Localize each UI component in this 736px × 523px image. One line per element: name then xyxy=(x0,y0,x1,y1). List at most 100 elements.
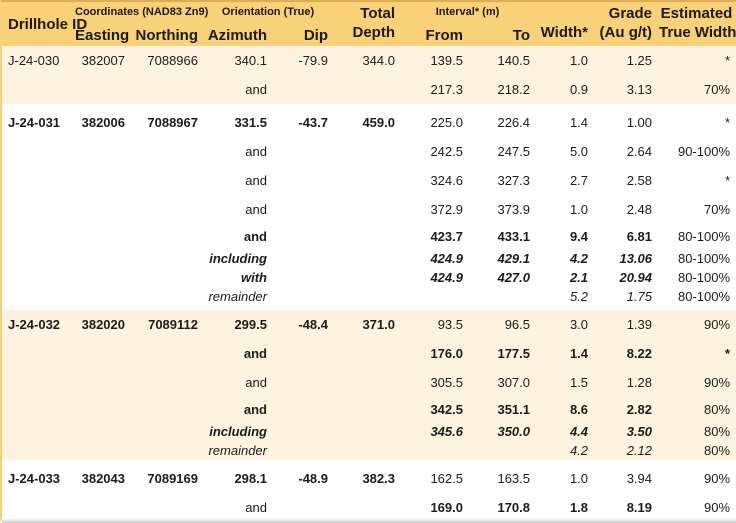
width-cell: 1.4 xyxy=(535,339,594,368)
northing-cell xyxy=(130,268,203,287)
group-spacer xyxy=(2,460,736,464)
total-depth-cell xyxy=(333,75,400,104)
grade-cell: 2.58 xyxy=(593,166,658,195)
from-cell xyxy=(400,441,468,460)
drillhole-id-cell: J-24-033 xyxy=(2,464,75,493)
width-cell: 1.8 xyxy=(535,493,594,522)
width-cell: 3.0 xyxy=(535,310,594,339)
true-width-cell: 80-100% xyxy=(657,249,736,268)
from-cell: 423.7 xyxy=(400,224,468,249)
table-row: and 169.0 170.8 1.8 8.19 90% xyxy=(2,493,736,522)
dip-cell: -48.9 xyxy=(272,464,333,493)
to-cell xyxy=(468,287,536,306)
to-cell: 427.0 xyxy=(468,268,536,287)
table-row: including 424.9 429.1 4.2 13.06 80-100% xyxy=(2,249,736,268)
total-depth-cell: 344.0 xyxy=(333,46,400,75)
width-cell: 1.0 xyxy=(535,46,594,75)
drillhole-id-cell xyxy=(2,249,75,268)
width-cell: 5.0 xyxy=(535,137,594,166)
azimuth-cell: with xyxy=(203,268,272,287)
dip-cell xyxy=(272,368,333,397)
grade-cell: 1.75 xyxy=(593,287,658,306)
true-width-cell: 90-100% xyxy=(657,137,736,166)
from-cell xyxy=(400,287,468,306)
total-depth-cell xyxy=(333,441,400,460)
width-cell: 4.2 xyxy=(535,441,594,460)
true-width-cell: 90% xyxy=(657,368,736,397)
from-cell: 242.5 xyxy=(400,137,468,166)
header-drillhole-id: Drillhole ID xyxy=(2,2,87,46)
total-depth-cell xyxy=(333,339,400,368)
from-cell: 424.9 xyxy=(400,268,468,287)
dip-cell xyxy=(272,166,333,195)
to-cell: 163.5 xyxy=(468,464,536,493)
to-cell: 350.0 xyxy=(468,422,536,441)
width-cell: 1.5 xyxy=(535,368,594,397)
header-row-groups: Drillhole ID Coordinates (NAD83 Zn9) Ori… xyxy=(2,2,736,46)
drillhole-id-cell xyxy=(2,166,75,195)
true-width-cell: 90% xyxy=(657,464,736,493)
true-width-cell: 70% xyxy=(657,195,736,224)
table-row: and 324.6 327.3 2.7 2.58 * xyxy=(2,166,736,195)
total-depth-cell xyxy=(333,422,400,441)
from-cell: 139.5 xyxy=(400,46,468,75)
true-width-cell: * xyxy=(657,46,736,75)
true-width-cell: 80-100% xyxy=(657,287,736,306)
grade-cell: 2.64 xyxy=(593,137,658,166)
dip-cell xyxy=(272,268,333,287)
width-cell: 5.2 xyxy=(535,287,594,306)
true-width-cell: 80-100% xyxy=(657,268,736,287)
total-depth-cell xyxy=(333,493,400,522)
dip-cell xyxy=(272,249,333,268)
azimuth-cell: and xyxy=(203,195,272,224)
easting-cell xyxy=(75,397,130,422)
azimuth-cell: 298.1 xyxy=(203,464,272,493)
header-total-depth: Total Depth xyxy=(333,2,400,46)
width-cell: 1.4 xyxy=(535,108,594,137)
drillhole-id-cell xyxy=(2,224,75,249)
grade-cell: 8.19 xyxy=(593,493,658,522)
grade-cell: 3.94 xyxy=(593,464,658,493)
total-depth-cell: 382.3 xyxy=(333,464,400,493)
true-width-cell: * xyxy=(657,108,736,137)
dip-cell xyxy=(272,422,333,441)
header-northing: Northing xyxy=(130,22,203,46)
true-width-cell: 90% xyxy=(657,310,736,339)
table-row: and 423.7 433.1 9.4 6.81 80-100% xyxy=(2,224,736,249)
header-interval-group: Interval* (m) xyxy=(400,2,536,22)
dip-cell: -43.7 xyxy=(272,108,333,137)
easting-cell: 382020 xyxy=(75,310,130,339)
dip-cell xyxy=(272,493,333,522)
grade-cell: 1.28 xyxy=(593,368,658,397)
easting-cell xyxy=(75,137,130,166)
grade-cell: 1.00 xyxy=(593,108,658,137)
width-cell: 1.0 xyxy=(535,464,594,493)
from-cell: 424.9 xyxy=(400,249,468,268)
to-cell: 140.5 xyxy=(468,46,536,75)
azimuth-cell: remainder xyxy=(203,441,272,460)
northing-cell xyxy=(130,287,203,306)
grade-cell: 2.12 xyxy=(593,441,658,460)
true-width-cell: 70% xyxy=(657,75,736,104)
from-cell: 225.0 xyxy=(400,108,468,137)
header-width-label: Width* xyxy=(540,24,589,41)
dip-cell xyxy=(272,287,333,306)
table-row: with 424.9 427.0 2.1 20.94 80-100% xyxy=(2,268,736,287)
from-cell: 93.5 xyxy=(400,310,468,339)
true-width-cell: * xyxy=(657,166,736,195)
to-cell: 226.4 xyxy=(468,108,536,137)
from-cell: 169.0 xyxy=(400,493,468,522)
azimuth-cell: and xyxy=(203,368,272,397)
northing-cell xyxy=(130,422,203,441)
easting-cell xyxy=(75,224,130,249)
northing-cell xyxy=(130,441,203,460)
table-header: Drillhole ID Coordinates (NAD83 Zn9) Ori… xyxy=(2,2,736,46)
table-row: and 217.3 218.2 0.9 3.13 70% xyxy=(2,75,736,104)
header-total-line1: Total xyxy=(360,5,395,22)
drillhole-id-cell: J-24-032 xyxy=(2,310,75,339)
dip-cell xyxy=(272,441,333,460)
drillhole-id-cell xyxy=(2,287,75,306)
total-depth-cell xyxy=(333,368,400,397)
header-orientation-group: Orientation (True) xyxy=(203,2,333,22)
